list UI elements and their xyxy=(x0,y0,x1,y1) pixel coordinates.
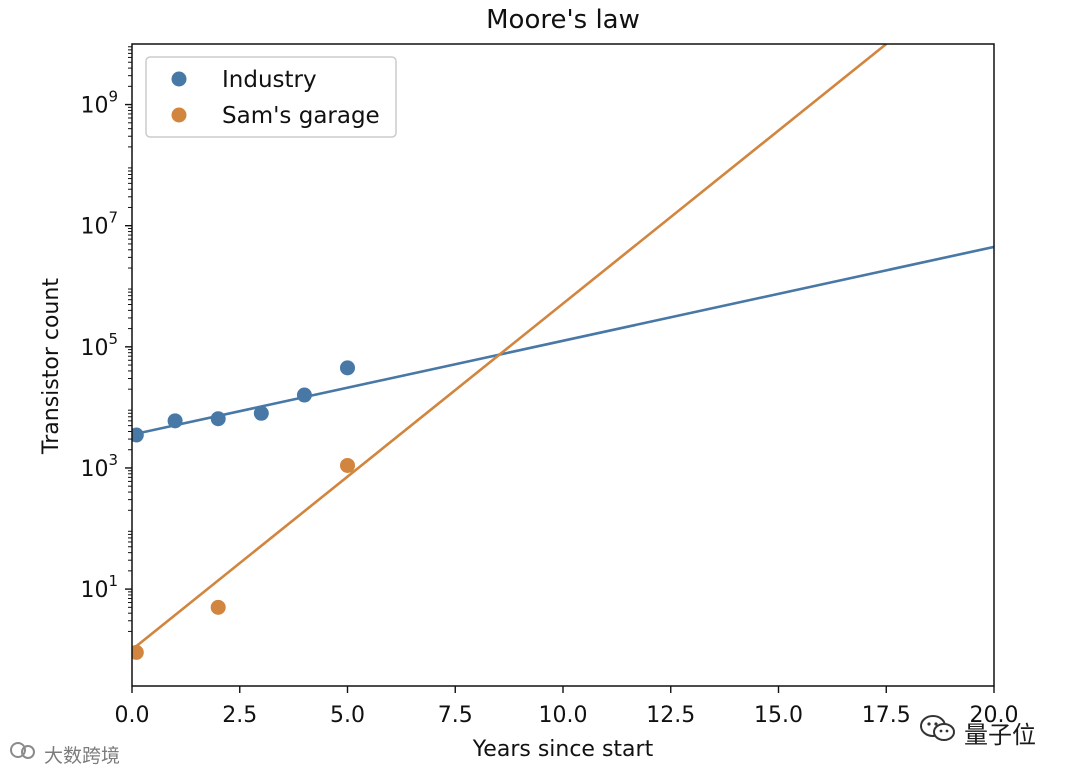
y-axis-label: Transistor count xyxy=(39,278,64,455)
data-point-sams-garage-0 xyxy=(132,644,144,660)
watermark-left-text: 大数跨境 xyxy=(44,745,121,767)
legend: Industry Sam's garage xyxy=(145,56,397,138)
data-point-industry-1 xyxy=(167,413,183,429)
data-point-sams-garage-1 xyxy=(210,599,226,615)
x-tick-label: 5.0 xyxy=(330,703,365,728)
legend-label-industry: Industry xyxy=(222,67,317,93)
x-tick-label: 12.5 xyxy=(646,703,695,728)
x-tick-label: 20.0 xyxy=(970,703,1019,728)
x-tick-label: 2.5 xyxy=(222,703,257,728)
y-tick-label: 101 xyxy=(80,572,118,603)
x-tick-label: 7.5 xyxy=(438,703,473,728)
plot-area xyxy=(132,44,994,660)
y-tick-label: 107 xyxy=(80,209,118,240)
y-tick-label: 103 xyxy=(80,451,118,482)
chart-title: Moore's law xyxy=(486,5,640,35)
legend-box xyxy=(145,56,397,138)
y-tick-label: 109 xyxy=(80,88,118,119)
x-tick-label: 10.0 xyxy=(539,703,588,728)
fit-line-industry xyxy=(132,245,994,436)
watermark-left: 大数跨境 xyxy=(8,740,120,769)
x-tick-label: 17.5 xyxy=(862,703,911,728)
x-tick-label: 0.0 xyxy=(115,703,150,728)
legend-marker-sams-garage xyxy=(171,107,187,123)
data-point-industry-4 xyxy=(296,387,312,403)
legend-marker-industry xyxy=(171,71,187,87)
axis-ticks: 0.0 2.5 5.0 7.5 10.0 12.5 15.0 17.5 20.0 101 103 10… xyxy=(80,46,1019,728)
data-point-industry-5 xyxy=(340,360,355,376)
watermark-right: 量子位 xyxy=(918,712,1036,752)
data-point-industry-3 xyxy=(253,405,269,421)
axes-frame xyxy=(131,43,995,687)
chat-bubble-icon xyxy=(8,740,38,769)
fit-line-sams-garage xyxy=(132,44,888,651)
watermark-right-text: 量子位 xyxy=(964,720,1036,749)
wechat-icon xyxy=(918,712,958,752)
data-point-sams-garage-2 xyxy=(340,457,355,473)
y-tick-label: 105 xyxy=(80,330,118,361)
x-tick-label: 15.0 xyxy=(754,703,803,728)
data-point-industry-2 xyxy=(210,411,226,427)
x-axis-label: Years since start xyxy=(472,737,654,762)
legend-label-sams-garage: Sam's garage xyxy=(222,103,380,129)
data-point-industry-0 xyxy=(132,427,144,443)
